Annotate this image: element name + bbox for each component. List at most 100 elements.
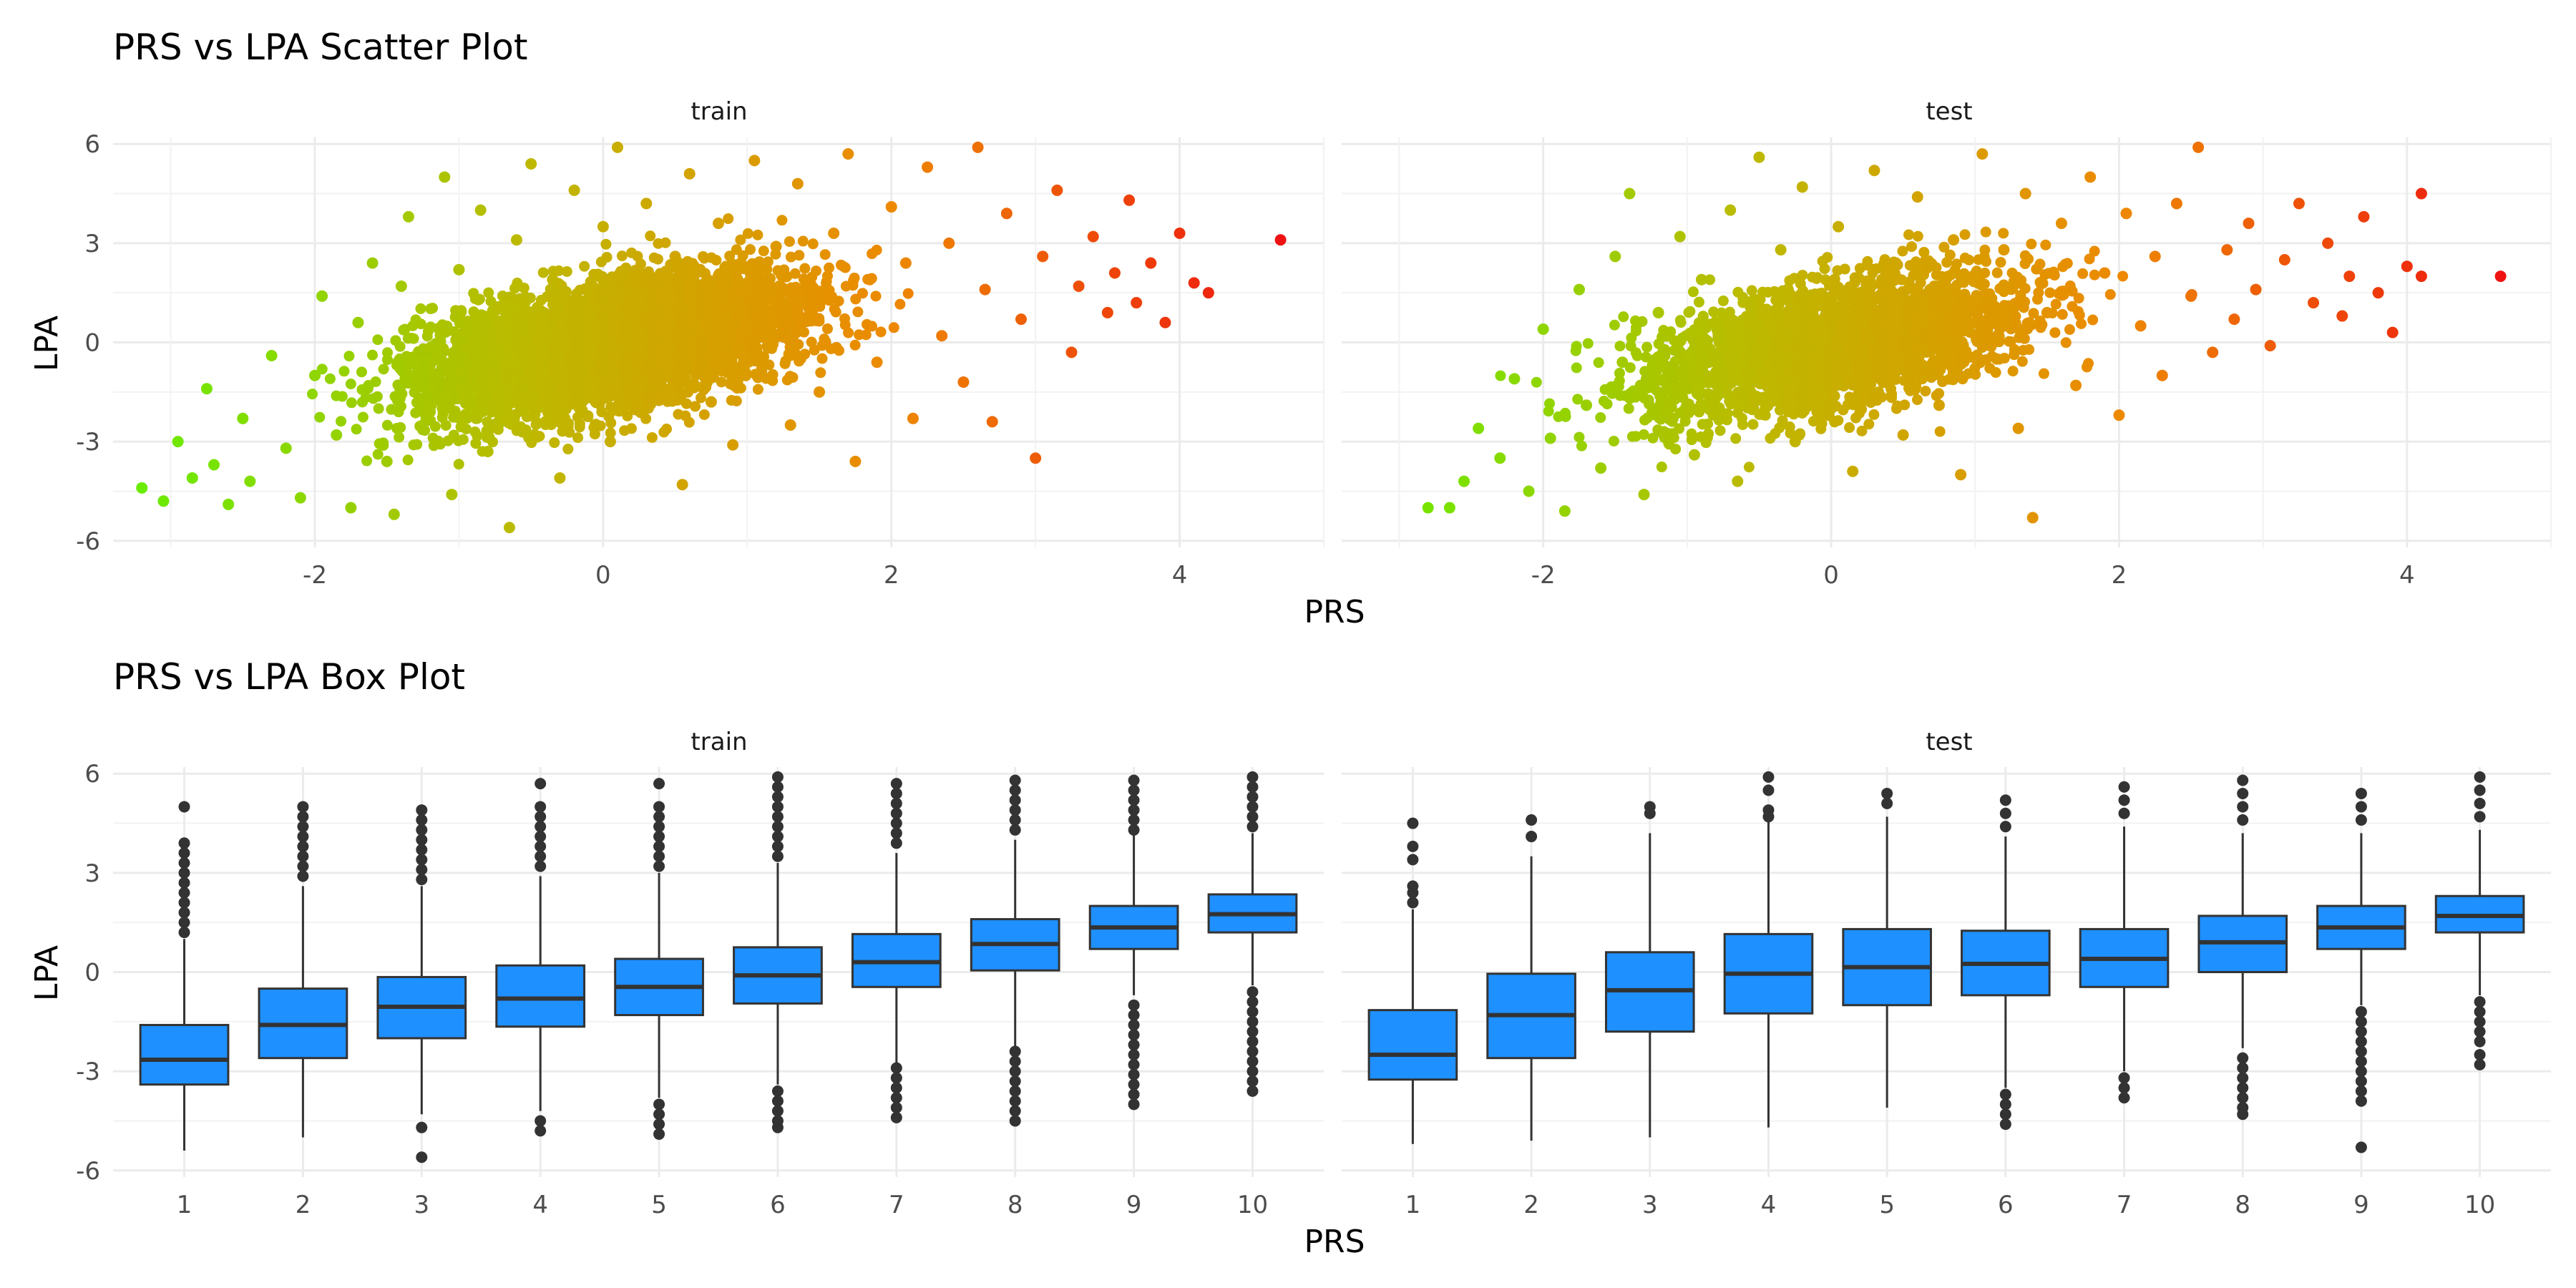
scatter-point <box>442 435 454 447</box>
scatter-point <box>394 431 405 443</box>
scatter-point <box>1640 351 1652 363</box>
scatter-point <box>633 357 644 369</box>
scatter-point <box>485 296 497 307</box>
scatter-point <box>572 306 583 317</box>
scatter-point <box>425 321 436 333</box>
scatter-point <box>1714 425 1726 436</box>
scatter-point <box>697 342 708 353</box>
scatter-point <box>560 391 572 402</box>
scatter-point <box>402 454 414 466</box>
scatter-point <box>673 356 684 367</box>
scatter-point <box>1030 452 1042 464</box>
scatter-point <box>986 416 998 428</box>
scatter-point <box>624 386 635 397</box>
scatter-point <box>410 314 421 326</box>
scatter-point <box>336 391 348 402</box>
scatter-point <box>586 378 597 389</box>
scatter-point <box>411 439 423 450</box>
scatter-point <box>547 273 559 286</box>
scatter-point <box>809 295 821 306</box>
scatter-point <box>780 308 791 319</box>
scatter-point <box>391 423 402 434</box>
scatter-point <box>979 283 991 296</box>
scatter-point <box>799 348 811 360</box>
scatter-point <box>660 265 671 277</box>
scatter-point <box>410 407 421 419</box>
scatter-point <box>731 383 743 394</box>
scatter-point <box>957 376 970 388</box>
scatter-point <box>622 410 633 421</box>
scatter-point <box>696 360 708 371</box>
scatter-point <box>1868 409 1880 420</box>
scatter-point <box>1202 287 1214 299</box>
scatter-point <box>708 341 719 353</box>
x-tick-label: -2 <box>303 561 327 590</box>
scatter-point <box>721 270 732 282</box>
scatter-point <box>519 296 531 308</box>
scatter-point <box>690 315 701 326</box>
scatter-point <box>561 340 572 351</box>
scatter-point <box>706 276 717 288</box>
scatter-point <box>833 345 844 356</box>
scatter-point <box>640 197 653 210</box>
scatter-point <box>502 348 513 360</box>
scatter-point <box>244 475 256 487</box>
scatter-point <box>870 291 882 302</box>
scatter-point <box>579 260 590 272</box>
scatter-point <box>415 303 426 314</box>
scatter-point <box>605 427 616 439</box>
scatter-point <box>638 275 650 287</box>
scatter-point <box>776 270 787 281</box>
scatter-point <box>479 343 490 355</box>
scatter-point <box>597 344 609 356</box>
scatter-point <box>555 346 566 358</box>
scatter-point <box>871 356 883 369</box>
scatter-point <box>488 402 499 414</box>
scatter-point <box>476 309 487 321</box>
x-tick-label: 2 <box>884 561 899 590</box>
scatter-point <box>902 288 914 299</box>
scatter-point <box>676 479 688 491</box>
scatter-point <box>742 228 753 239</box>
scatter-point <box>705 396 717 408</box>
scatter-point <box>446 489 458 501</box>
scatter-point <box>597 325 608 336</box>
scatter-point <box>534 431 545 442</box>
scatter-point <box>871 244 882 255</box>
scatter-point <box>676 345 688 356</box>
scatter-point <box>669 250 681 263</box>
scatter-point <box>411 397 422 409</box>
scatter-point <box>807 238 819 250</box>
scatter-point <box>556 378 567 389</box>
scatter-point <box>816 353 828 364</box>
scatter-point <box>690 381 701 392</box>
y-tick-label: 6 <box>84 130 100 159</box>
scatter-point <box>756 306 768 318</box>
scatter-point <box>435 383 447 394</box>
scatter-point <box>396 388 408 399</box>
scatter-point <box>752 229 763 240</box>
scatter-point <box>626 293 638 306</box>
scatter-point <box>157 495 170 507</box>
scatter-point <box>495 333 507 345</box>
scatter-point <box>418 418 429 429</box>
scatter-point <box>510 394 522 405</box>
scatter-point <box>309 369 321 381</box>
scatter-point <box>495 325 507 336</box>
scatter-point <box>1000 208 1013 220</box>
scatter-point <box>324 373 336 384</box>
scatter-point <box>1686 428 1697 439</box>
scatter-point <box>280 442 292 454</box>
scatter-point <box>487 350 499 361</box>
scatter-point <box>461 424 472 435</box>
scatter-point <box>713 218 724 230</box>
scatter-point <box>629 318 640 330</box>
scatter-point <box>521 411 532 423</box>
scatter-point <box>1647 432 1659 444</box>
scatter-point <box>1912 230 1923 242</box>
scatter-point <box>806 306 818 318</box>
scatter-point <box>434 351 445 362</box>
scatter-point <box>860 329 872 341</box>
scatter-point <box>524 394 535 405</box>
scatter-point <box>223 498 235 510</box>
